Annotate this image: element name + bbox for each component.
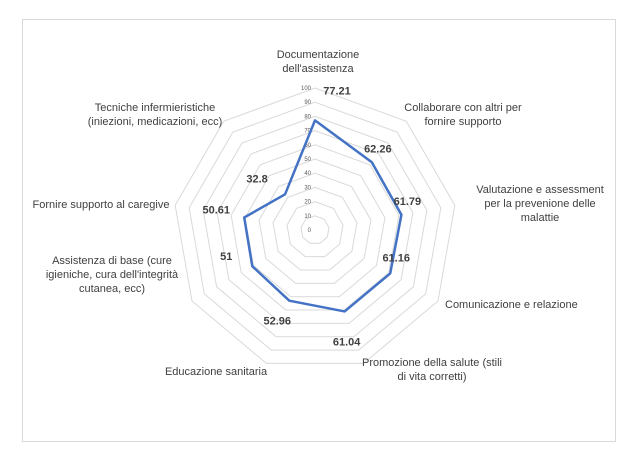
category-label: Collaborare con altri per fornire support… (404, 102, 522, 128)
data-label: 62.26 (364, 143, 392, 155)
grid-ring (174, 87, 456, 364)
data-label: 52.96 (264, 316, 292, 328)
data-label: 61.16 (382, 252, 410, 264)
tick-label: 90 (304, 100, 311, 106)
tick-label: 10 (304, 214, 311, 220)
category-label: Promozione della salute (stili di vita co… (362, 357, 502, 383)
tick-label: 30 (304, 185, 311, 191)
data-label: 61.79 (394, 196, 422, 208)
tick-label: 0 (308, 228, 312, 234)
category-label: Valutazione e assessment per la prevenion… (476, 184, 604, 224)
series-line (242, 119, 403, 313)
data-label: 61.04 (333, 336, 361, 348)
tick-label: 100 (301, 86, 312, 92)
grid-ring (244, 158, 386, 298)
data-label: 32.8 (246, 173, 267, 185)
category-label: Fornire supporto al caregive (33, 199, 170, 211)
tick-label: 50 (304, 157, 311, 163)
category-label: Comunicazione e relazione (445, 299, 578, 311)
grid-ring (188, 101, 442, 351)
grid-ring (286, 201, 344, 258)
grid-ring (230, 144, 400, 311)
data-label: 77.21 (323, 85, 351, 97)
category-label: Documentazione dell'assistenza (277, 49, 360, 75)
tick-label: 20 (304, 200, 311, 206)
grid-ring (300, 215, 330, 244)
data-label: 51 (220, 251, 232, 263)
grid-ring (272, 186, 358, 271)
category-label: Educazione sanitaria (165, 366, 268, 378)
grid-ring (216, 130, 414, 324)
tick-label: 40 (304, 171, 311, 177)
category-label: Assistenza di base (cure igieniche, cura … (46, 255, 179, 295)
tick-label: 60 (304, 143, 311, 149)
category-label: Tecniche infermieristiche (iniezioni, med… (88, 102, 223, 128)
grid-ring (258, 172, 372, 284)
tick-label: 80 (304, 114, 311, 120)
grid-ring (202, 115, 428, 338)
tick-label: 70 (304, 129, 311, 135)
data-label: 50.61 (202, 205, 230, 217)
